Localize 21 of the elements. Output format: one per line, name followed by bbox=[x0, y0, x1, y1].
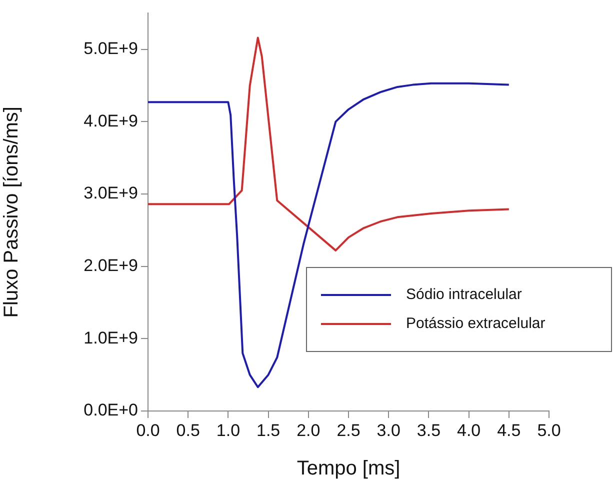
x-tick-label: 2.5 bbox=[336, 420, 360, 440]
y-tick-label: 3.0E+9 bbox=[84, 184, 138, 203]
x-tick-label: 3.0 bbox=[376, 420, 400, 440]
x-tick-label: 4.5 bbox=[497, 420, 521, 440]
x-tick-label: 1.5 bbox=[256, 420, 280, 440]
y-tick-label: 1.0E+9 bbox=[84, 328, 138, 348]
y-tick-label: 4.0E+9 bbox=[84, 111, 138, 130]
y-tick-label: 5.0E+9 bbox=[84, 39, 138, 58]
x-tick-label: 3.5 bbox=[416, 420, 441, 440]
y-axis-title: Fluxo Passivo [íons/ms] bbox=[0, 106, 23, 318]
x-tick-label: 5.0 bbox=[537, 420, 561, 440]
legend-label: Potássio extracelular bbox=[406, 315, 546, 332]
x-tick-label: 2.0 bbox=[296, 420, 320, 440]
x-axis-title: Tempo [ms] bbox=[296, 458, 400, 480]
legend-label: Sódio intracelular bbox=[406, 286, 522, 304]
x-tick-label: 4.0 bbox=[456, 420, 481, 440]
y-tick-label: 2.0E+9 bbox=[84, 256, 138, 276]
y-tick-label: 0.0E+0 bbox=[84, 400, 138, 420]
x-tick-label: 1.0 bbox=[216, 420, 240, 440]
x-tick-label: 0.5 bbox=[176, 420, 200, 440]
x-tick-label: 0.0 bbox=[136, 420, 160, 440]
